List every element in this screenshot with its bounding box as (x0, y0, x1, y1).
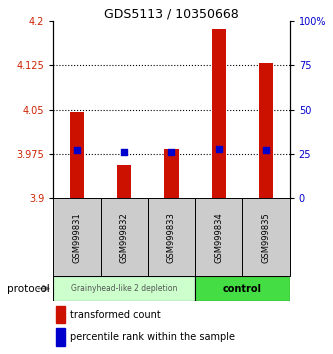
Bar (195, 276, 290, 301)
Bar (242, 198, 290, 276)
Bar (195, 198, 242, 276)
Bar (165, 149, 178, 198)
Bar (148, 198, 195, 276)
Text: Grainyhead-like 2 depletion: Grainyhead-like 2 depletion (71, 284, 177, 293)
Bar (53, 198, 101, 276)
Text: control: control (223, 284, 262, 293)
Bar (212, 29, 226, 198)
Point (263, 148, 269, 153)
Title: GDS5113 / 10350668: GDS5113 / 10350668 (104, 7, 239, 20)
Bar (56, 328, 65, 346)
Bar (70, 112, 84, 198)
Bar (53, 276, 195, 301)
Text: transformed count: transformed count (70, 310, 161, 320)
Text: GSM999833: GSM999833 (167, 212, 176, 263)
Text: percentile rank within the sample: percentile rank within the sample (70, 332, 235, 342)
Point (216, 146, 221, 152)
Bar (259, 63, 273, 198)
Point (74, 148, 80, 153)
Text: GSM999831: GSM999831 (72, 212, 82, 263)
Bar (101, 198, 148, 276)
Bar (56, 306, 65, 323)
Text: protocol: protocol (7, 284, 50, 293)
Text: GSM999835: GSM999835 (261, 212, 271, 263)
Point (122, 149, 127, 155)
Point (169, 149, 174, 155)
Text: GSM999834: GSM999834 (214, 212, 223, 263)
Bar (117, 165, 131, 198)
Text: GSM999832: GSM999832 (120, 212, 129, 263)
